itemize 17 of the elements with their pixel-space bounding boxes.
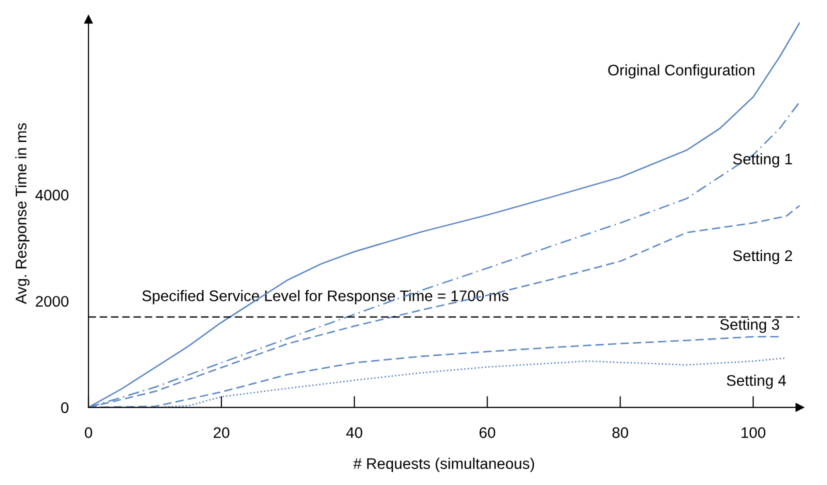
ref-line-label: Specified Service Level for Response Time = 1700 ms (142, 290, 508, 304)
series-label: Original Configuration (608, 64, 754, 79)
y-tick-label: 2000 (36, 296, 68, 307)
x-tick-label: 40 (346, 427, 362, 438)
y-tick-label: 0 (61, 402, 68, 414)
series-label: Setting 2 (733, 250, 792, 264)
y-tick-label: 4000 (35, 190, 68, 200)
series-label: Setting 1 (733, 153, 792, 168)
x-axis-title: # Requests (simultaneous) (353, 458, 534, 472)
series-label: Setting 3 (720, 318, 780, 333)
x-tick-label: 0 (84, 427, 92, 438)
x-tick-label: 100 (742, 427, 766, 438)
series-label: Setting 4 (726, 374, 786, 389)
x-tick-label: 20 (214, 427, 230, 438)
x-tick-label: 80 (612, 427, 628, 438)
x-tick-label: 60 (480, 427, 496, 438)
y-axis-title: Avg. Response Time in ms (15, 123, 30, 304)
